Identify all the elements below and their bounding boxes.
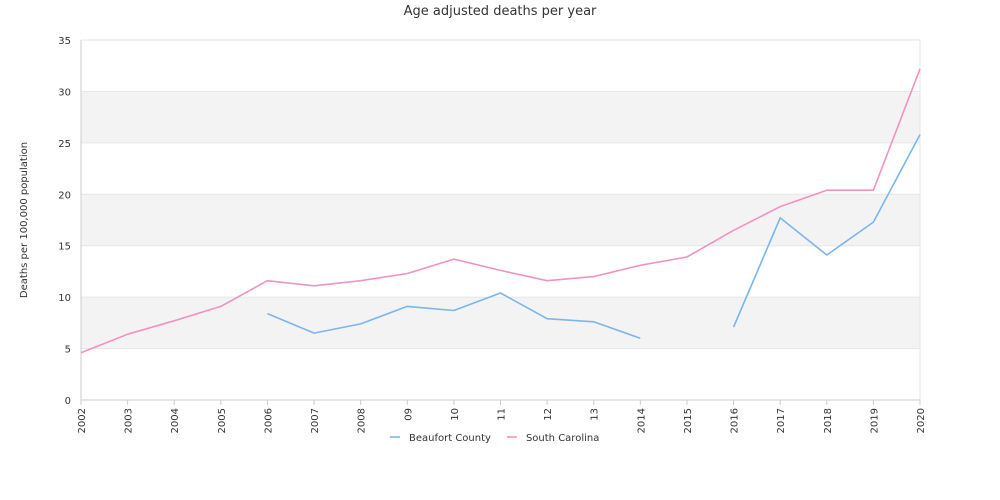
y-tick-label: 10	[58, 293, 71, 304]
grid-band	[81, 297, 920, 349]
y-tick-label: 0	[65, 396, 71, 407]
x-tick-label: 2015	[683, 408, 694, 433]
x-tick-label: 2020	[916, 408, 927, 433]
x-tick-label: 2017	[776, 408, 787, 433]
y-tick-label: 35	[58, 36, 71, 47]
y-tick-label: 20	[58, 190, 71, 201]
series-lines	[80, 68, 921, 354]
y-tick-label: 30	[58, 87, 71, 98]
x-tick-label: 2018	[823, 408, 834, 433]
x-tick-label: 2004	[170, 408, 181, 433]
x-tick-label: 12	[543, 408, 554, 421]
x-tick-label: 2002	[77, 408, 88, 433]
x-tick-label: 2005	[217, 408, 228, 433]
series-line-beaufort-county	[267, 134, 921, 340]
y-tick-label: 5	[65, 345, 71, 356]
x-tick-label: 2007	[310, 408, 321, 433]
y-tick-label: 25	[58, 139, 71, 150]
legend-label[interactable]: Beaufort County	[409, 433, 491, 444]
x-tick-label: 09	[403, 408, 414, 421]
legend-label[interactable]: South Carolina	[526, 433, 599, 444]
y-tick-label: 15	[58, 242, 71, 253]
x-tick-label: 2014	[636, 408, 647, 433]
legend: Beaufort County South Carolina	[390, 433, 599, 444]
series-line-south-carolina	[80, 68, 921, 354]
x-axis-ticks: 2002 2003 2004 2005 2006 2007 2008 09 10 11 12 13 20…	[77, 400, 927, 433]
x-tick-label: 13	[590, 408, 601, 421]
x-tick-label: 10	[450, 408, 461, 421]
x-tick-label: 2019	[869, 408, 880, 433]
x-tick-label: 2016	[730, 408, 741, 433]
grid-band	[81, 91, 920, 143]
y-axis-ticks: 0 5 10 15 20 25 30 35	[58, 36, 71, 407]
x-tick-label: 2008	[357, 408, 368, 433]
x-tick-label: 2006	[263, 408, 274, 433]
chart-title: Age adjusted deaths per year	[404, 4, 597, 19]
x-tick-label: 11	[497, 408, 508, 421]
x-tick-label: 2003	[124, 408, 135, 433]
y-axis-label: Deaths per 100,000 population	[19, 142, 30, 298]
